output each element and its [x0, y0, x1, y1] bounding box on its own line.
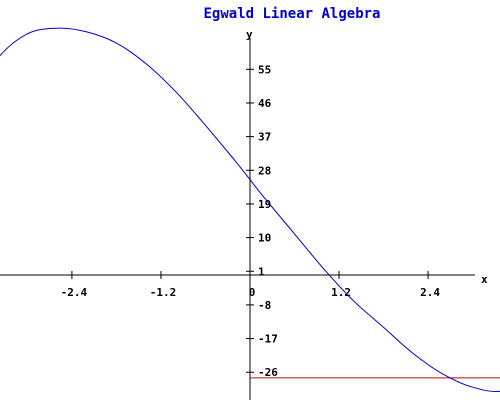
- y-tick-label: 28: [258, 164, 271, 177]
- y-tick-label: 46: [258, 97, 272, 110]
- y-tick-label: 37: [258, 131, 271, 144]
- x-axis-label: x: [481, 273, 488, 286]
- axes: xy-6-4.8-3.6-2.4-1.201.22.43.64.8-26-17-…: [0, 28, 488, 400]
- plot-area: [0, 27, 500, 393]
- y-tick-label: -26: [258, 366, 278, 379]
- y-axis-label: y: [246, 28, 253, 41]
- marker-lines: [250, 377, 500, 379]
- series-line: [0, 27, 500, 393]
- x-tick-label: 2.4: [420, 286, 440, 299]
- y-tick-label: 55: [258, 63, 271, 76]
- chart-title: Egwald Linear Algebra: [203, 6, 380, 22]
- x-tick-label: 1.2: [331, 286, 351, 299]
- x-tick-label: 0: [249, 286, 256, 299]
- x-tick-label: -1.2: [150, 286, 177, 299]
- y-tick-label: 10: [258, 232, 271, 245]
- y-tick-label: -17: [258, 333, 278, 346]
- y-tick-label: 19: [258, 198, 271, 211]
- y-tick-label: 1: [258, 265, 265, 278]
- y-tick-label: -8: [258, 299, 271, 312]
- x-tick-label: -2.4: [61, 286, 88, 299]
